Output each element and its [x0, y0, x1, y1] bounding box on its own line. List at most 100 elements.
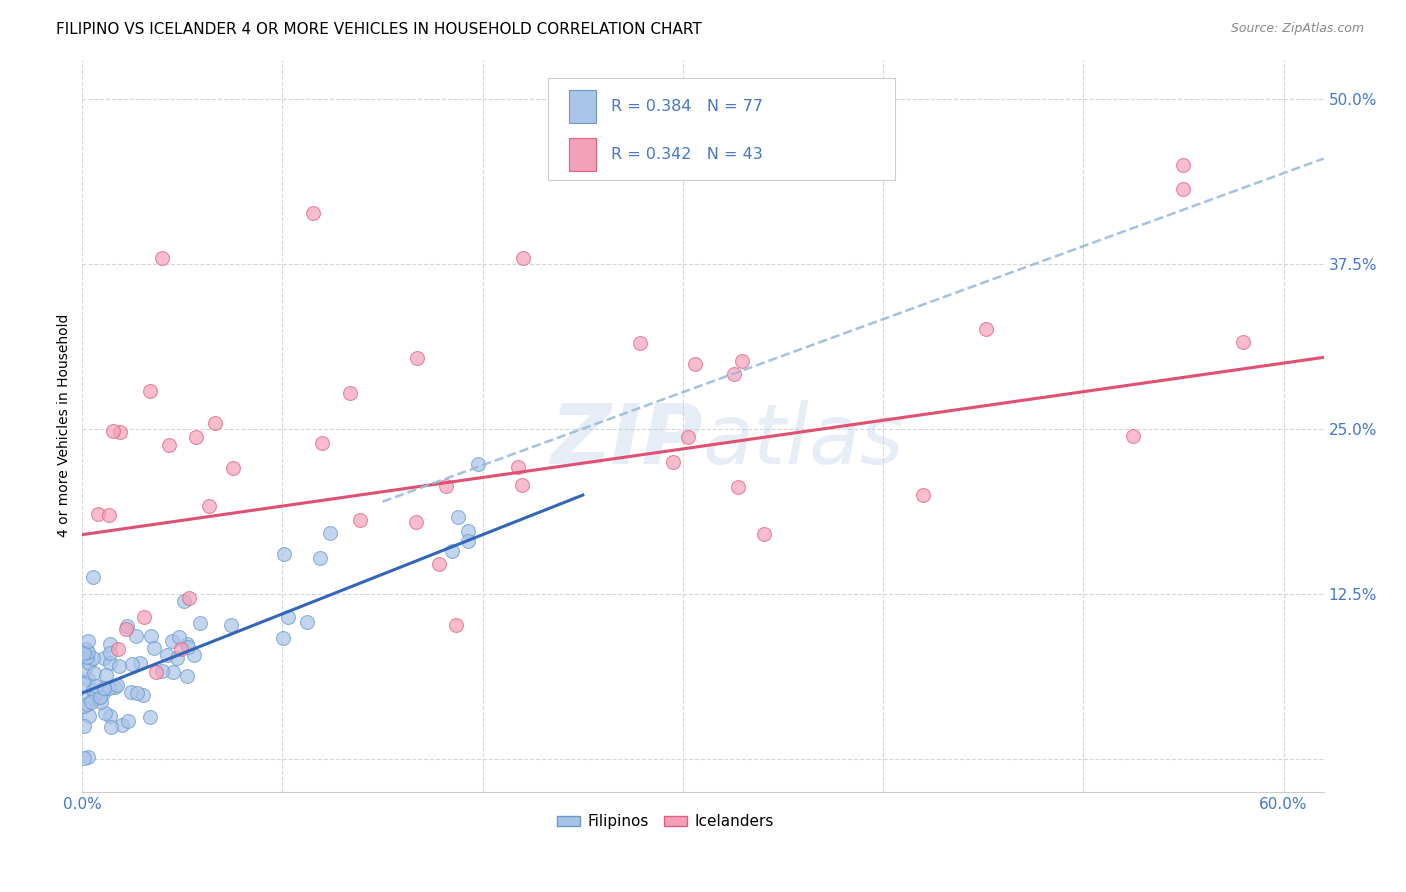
Point [183, 648, 205, 663]
Point [628, 336, 651, 351]
Point [176, 640, 198, 654]
Point [82, 570, 104, 584]
Point [98, 637, 121, 651]
Point [125, 629, 148, 643]
Point [446, 510, 468, 524]
Point [683, 357, 706, 371]
Point [457, 534, 479, 549]
Point [73, 646, 96, 660]
Point [75, 642, 97, 657]
Point [115, 619, 138, 633]
Point [1173, 182, 1195, 196]
Point [105, 678, 128, 692]
Point [508, 460, 530, 475]
Point [127, 686, 149, 700]
Point [101, 424, 124, 438]
Point [184, 430, 207, 444]
Point [111, 717, 134, 731]
Point [157, 437, 180, 451]
Point [94, 668, 117, 682]
Text: atlas: atlas [703, 400, 904, 481]
Text: FILIPINO VS ICELANDER 4 OR MORE VEHICLES IN HOUSEHOLD CORRELATION CHART: FILIPINO VS ICELANDER 4 OR MORE VEHICLES… [56, 22, 702, 37]
Point [76, 697, 98, 711]
Point [82, 683, 104, 698]
Legend: Filipinos, Icelanders: Filipinos, Icelanders [551, 808, 780, 836]
Point [132, 610, 155, 624]
Point [441, 544, 464, 558]
Point [457, 524, 479, 539]
Point [91, 686, 114, 700]
Point [82, 651, 104, 665]
Point [80, 695, 103, 709]
Point [467, 458, 489, 472]
Point [129, 656, 152, 670]
Point [271, 632, 294, 646]
Point [77, 645, 100, 659]
Point [912, 488, 935, 502]
Point [166, 651, 188, 665]
Point [198, 500, 221, 514]
Point [104, 681, 127, 695]
Point [302, 205, 325, 219]
Point [512, 251, 534, 265]
Point [76, 649, 98, 664]
Point [98, 681, 121, 695]
Point [84, 679, 107, 693]
Point [82, 691, 104, 706]
Point [73, 750, 96, 764]
Point [93, 706, 115, 720]
Point [405, 516, 427, 530]
Text: R = 0.384   N = 77: R = 0.384 N = 77 [612, 99, 763, 114]
Point [139, 629, 162, 643]
Point [188, 615, 211, 630]
Y-axis label: 4 or more Vehicles in Household: 4 or more Vehicles in Household [58, 314, 72, 538]
Text: R = 0.342   N = 43: R = 0.342 N = 43 [612, 147, 763, 161]
Point [73, 676, 96, 690]
Point [77, 633, 100, 648]
Point [179, 591, 201, 606]
Point [115, 622, 138, 636]
Point [319, 525, 342, 540]
Point [120, 685, 142, 699]
Point [731, 354, 754, 368]
Point [79, 657, 101, 671]
Point [170, 641, 193, 656]
Point [93, 651, 115, 665]
Point [1122, 429, 1144, 443]
Point [100, 720, 122, 734]
Point [89, 691, 111, 706]
Point [77, 750, 100, 764]
Point [752, 526, 775, 541]
Point [162, 665, 184, 679]
Point [139, 710, 162, 724]
Point [131, 688, 153, 702]
Point [86, 686, 108, 700]
Point [117, 714, 139, 728]
Point [77, 709, 100, 723]
Point [160, 634, 183, 648]
Point [176, 669, 198, 683]
Point [167, 631, 190, 645]
Text: ZIP: ZIP [550, 400, 703, 481]
Point [121, 657, 143, 672]
Point [176, 637, 198, 651]
FancyBboxPatch shape [548, 78, 896, 180]
Point [434, 478, 457, 492]
Point [108, 659, 131, 673]
Point [222, 461, 245, 475]
Point [1232, 334, 1254, 349]
Point [150, 251, 173, 265]
Point [427, 558, 450, 572]
Point [349, 513, 371, 527]
Point [723, 367, 745, 381]
Point [73, 699, 96, 714]
FancyBboxPatch shape [569, 137, 596, 171]
Point [339, 385, 361, 400]
FancyBboxPatch shape [569, 90, 596, 123]
Point [219, 617, 242, 632]
Point [83, 665, 105, 680]
Point [75, 662, 97, 676]
Point [98, 646, 121, 660]
Point [73, 719, 96, 733]
Point [87, 507, 110, 521]
